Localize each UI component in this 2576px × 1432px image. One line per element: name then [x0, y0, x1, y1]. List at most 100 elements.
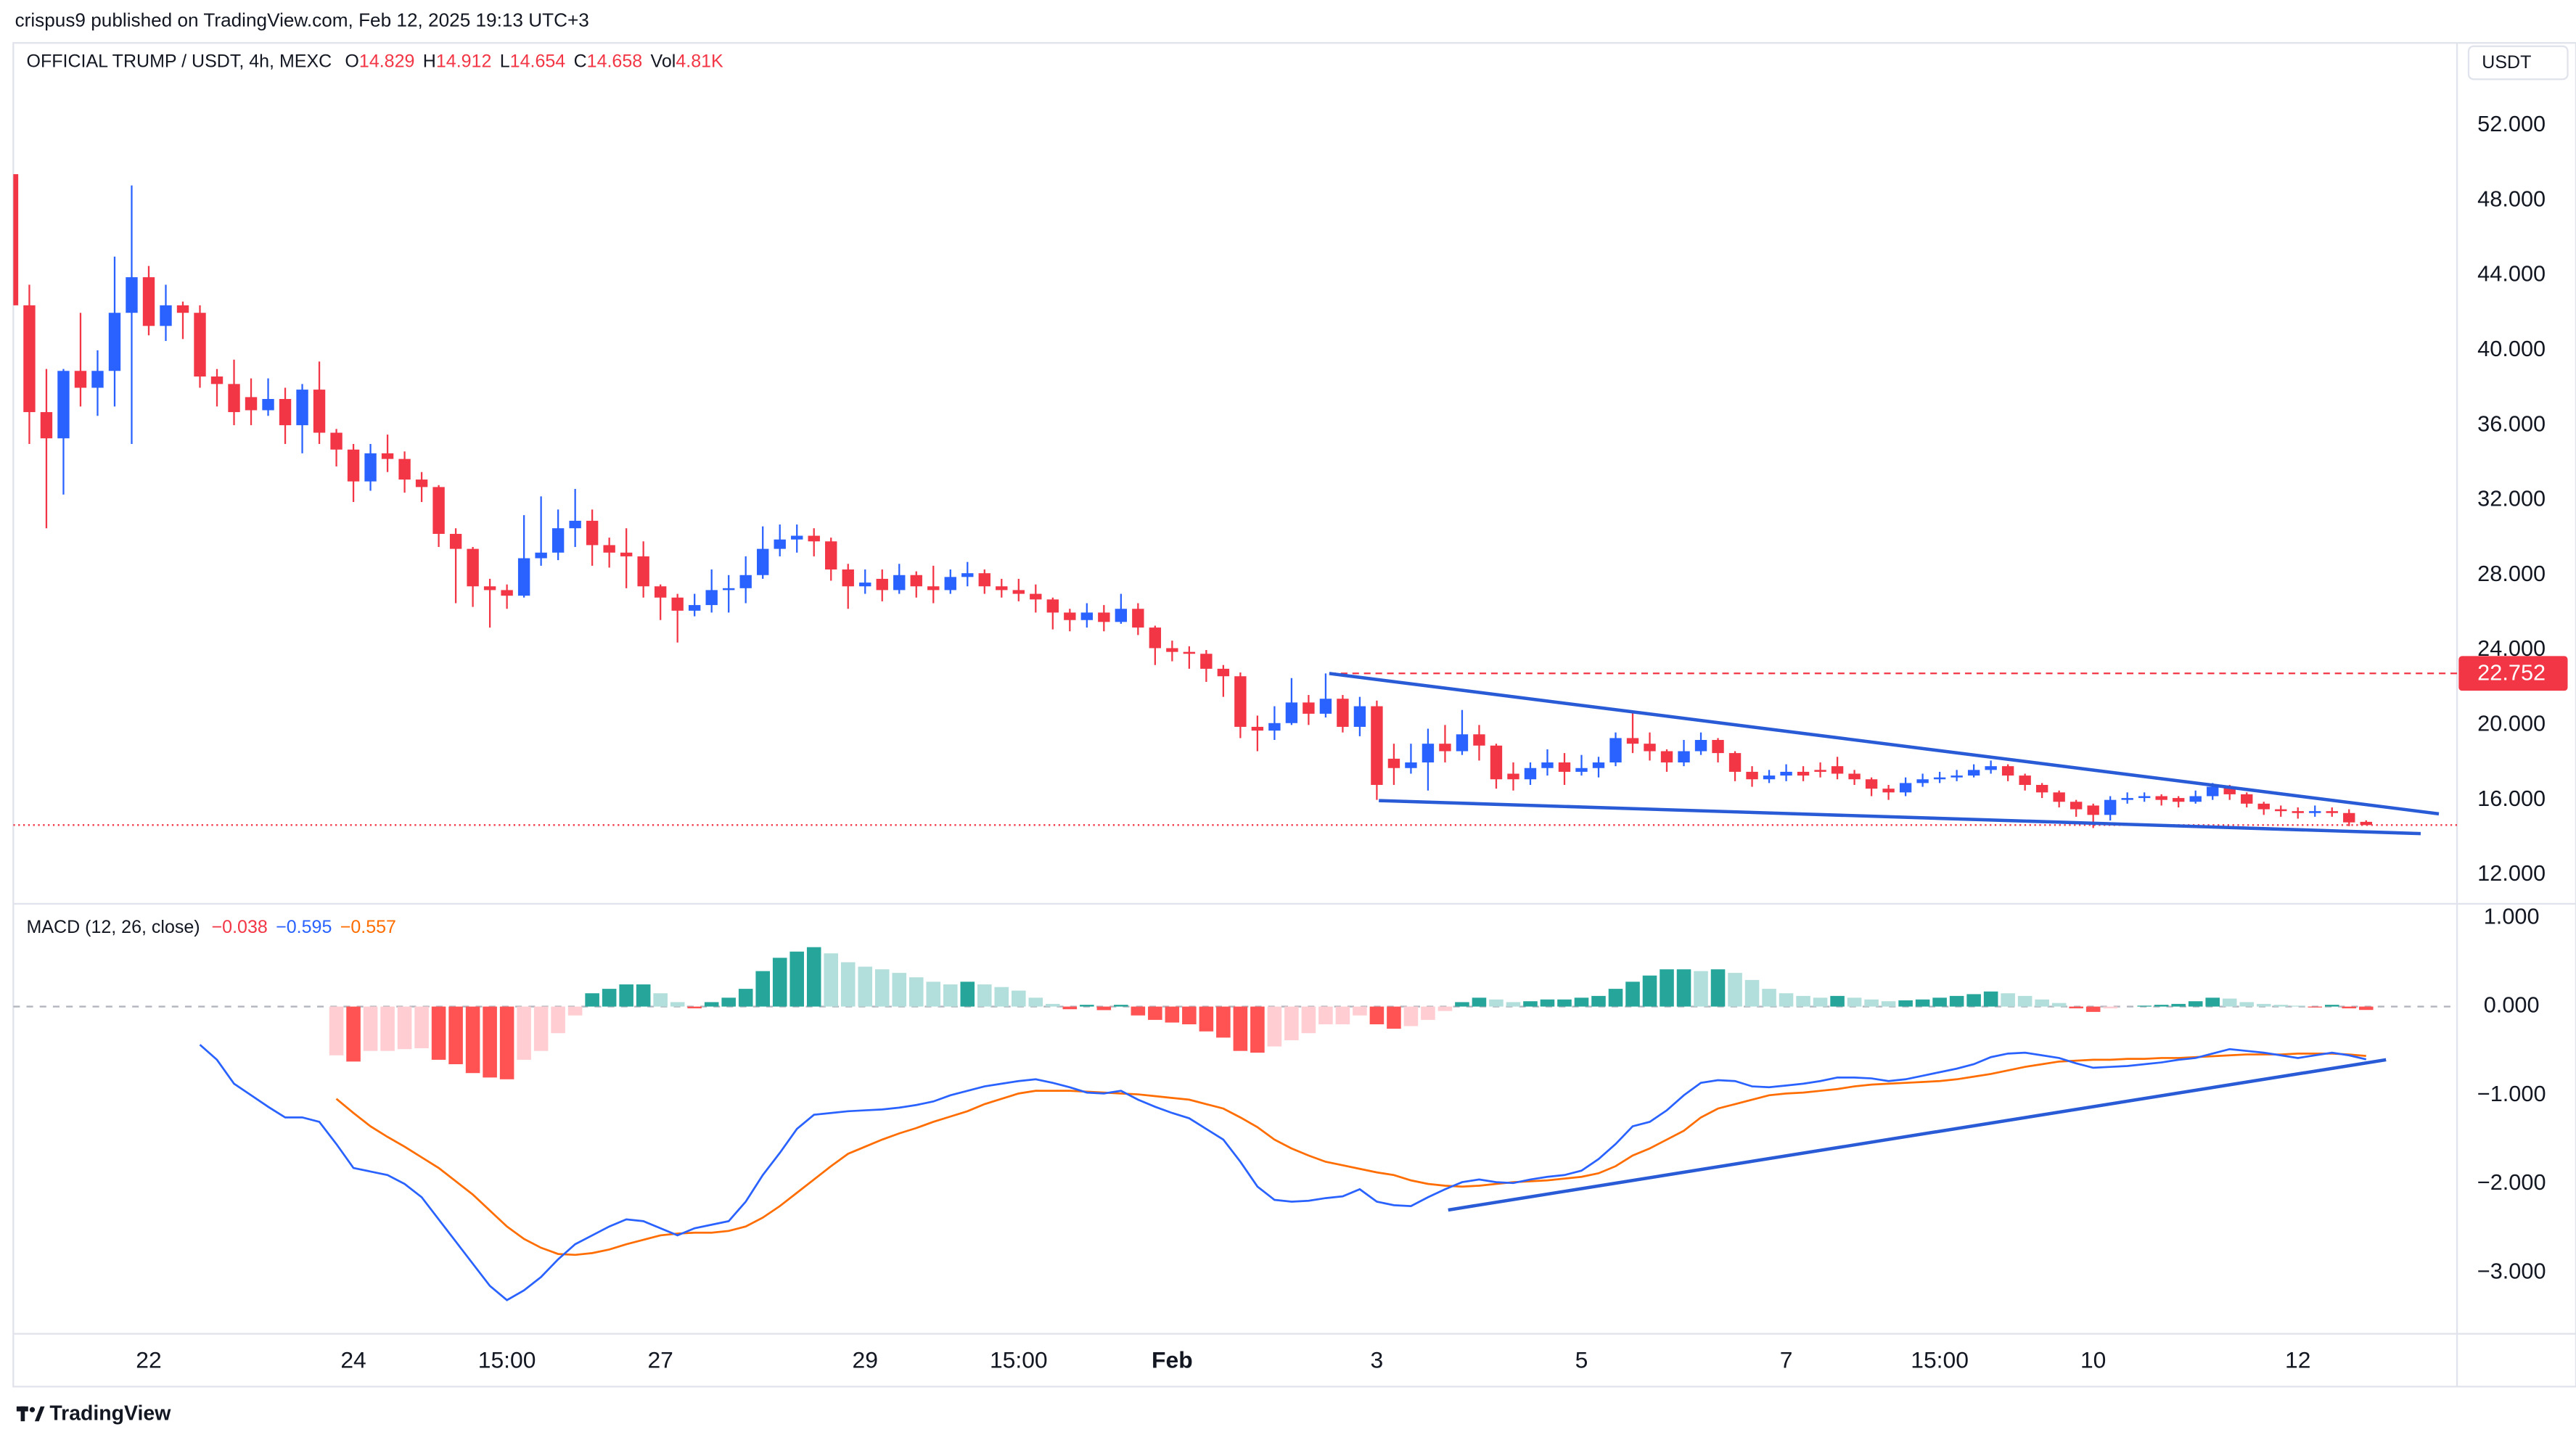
logo: TradingView	[16, 1402, 171, 1425]
histogram-bar	[1864, 999, 1879, 1007]
logo-shape	[20, 1406, 25, 1422]
histogram-bar	[1830, 995, 1845, 1007]
histogram-bar	[1642, 975, 1657, 1007]
histogram-bar	[1148, 1006, 1162, 1020]
histogram-bar	[1744, 979, 1760, 1007]
histogram-bar	[704, 1002, 719, 1007]
y-tick-label: 52.000	[2477, 111, 2546, 136]
histogram-bar	[2103, 1006, 2117, 1008]
histogram-bar	[1489, 999, 1504, 1007]
histogram-bar	[363, 1006, 378, 1051]
signal-value: −0.557	[340, 916, 396, 937]
candle-body	[2223, 786, 2236, 794]
histogram-bar	[2324, 1005, 2339, 1007]
histogram-bar	[533, 1006, 549, 1051]
candle-body	[2241, 794, 2253, 804]
ohlc-value: 14.829	[359, 51, 415, 71]
candle-body	[1217, 668, 1230, 677]
histogram-bar	[1915, 999, 1930, 1007]
candle-body	[57, 371, 70, 439]
currency-box[interactable]	[2467, 45, 2569, 81]
candle-body	[825, 541, 837, 570]
histogram-bar	[1455, 1002, 1469, 1007]
currency[interactable]: USDT	[2482, 52, 2531, 73]
candle-body	[1814, 770, 1826, 772]
histogram-bar	[653, 993, 668, 1007]
y-tick-label: 1.000	[2484, 903, 2540, 929]
histogram-bar	[2273, 1005, 2289, 1007]
candle-body	[569, 520, 581, 529]
histogram-bar	[636, 984, 651, 1007]
candle-body	[1303, 702, 1315, 714]
candle-body	[245, 397, 258, 411]
candle-body	[432, 487, 445, 534]
histogram-bar	[2290, 1005, 2305, 1007]
candle-body	[978, 573, 990, 587]
histogram-bar	[602, 989, 617, 1007]
candle-body	[1046, 599, 1059, 613]
brand: TradingView	[49, 1402, 171, 1425]
y-tick-label: 48.000	[2477, 186, 2546, 211]
candle-body	[705, 590, 718, 606]
histogram-bar	[1335, 1006, 1350, 1024]
histogram-bar	[1216, 1006, 1231, 1038]
candle-body	[996, 586, 1008, 591]
candle-body	[91, 371, 104, 388]
histogram-bar	[1199, 1006, 1214, 1032]
candle-body	[791, 535, 803, 540]
histogram-bar	[397, 1006, 412, 1050]
histogram-bar	[1165, 1006, 1180, 1023]
logo-shape	[34, 1406, 45, 1422]
y-tick-label: 36.000	[2477, 411, 2546, 436]
histogram-bar	[2085, 1006, 2101, 1012]
candle-body	[1337, 699, 1349, 727]
ohlc-key: Vol	[651, 51, 676, 71]
candle-body	[1678, 751, 1690, 763]
candle-body	[739, 575, 752, 588]
histogram-bar	[806, 947, 821, 1007]
histogram-bar	[1574, 997, 1589, 1007]
x-tick-label: 10	[2080, 1347, 2106, 1373]
candle-body	[1132, 609, 1144, 628]
histogram-bar	[789, 951, 805, 1007]
level-label: 22.752	[2477, 660, 2546, 686]
candle-body	[603, 545, 615, 553]
candle-body	[1558, 762, 1571, 772]
candle-body	[1353, 706, 1366, 727]
candle-body	[40, 412, 53, 439]
histogram-bar	[517, 1006, 531, 1060]
candle-body	[944, 577, 956, 591]
histogram-bar	[1233, 1006, 1248, 1051]
x-tick-label: 15:00	[478, 1347, 536, 1373]
histogram-bar	[1779, 993, 1794, 1007]
histogram-bar	[1182, 1006, 1197, 1024]
candle-body	[2360, 821, 2372, 826]
candle-body	[160, 305, 172, 326]
candles	[13, 174, 2458, 828]
candle-body	[1780, 771, 1792, 776]
candle-body	[1405, 762, 1417, 768]
histogram-bar	[1250, 1006, 1265, 1053]
candle-body	[1149, 627, 1162, 649]
histogram-bar	[1796, 995, 1810, 1007]
candle-body	[347, 449, 360, 482]
candle-body	[586, 520, 599, 546]
histogram-bar	[977, 984, 992, 1007]
candle-body	[330, 432, 342, 450]
trendline	[1329, 672, 2440, 816]
candle-body	[1985, 766, 1997, 770]
candle-body	[1848, 773, 1861, 780]
candle-body	[210, 376, 223, 384]
y-tick-label: −1.000	[2477, 1081, 2546, 1106]
candle-body	[398, 458, 411, 480]
candle-body	[1541, 762, 1554, 768]
candle-body	[126, 277, 138, 313]
histogram-bar	[1710, 969, 1726, 1007]
candle-body	[415, 480, 428, 487]
ohlc-key: O	[345, 51, 358, 71]
histogram-bar	[960, 982, 975, 1007]
x-tick-label: 22	[136, 1347, 161, 1373]
x-tick-label: 3	[1371, 1347, 1384, 1373]
candle-body	[1728, 753, 1742, 772]
candle-body	[723, 588, 735, 591]
